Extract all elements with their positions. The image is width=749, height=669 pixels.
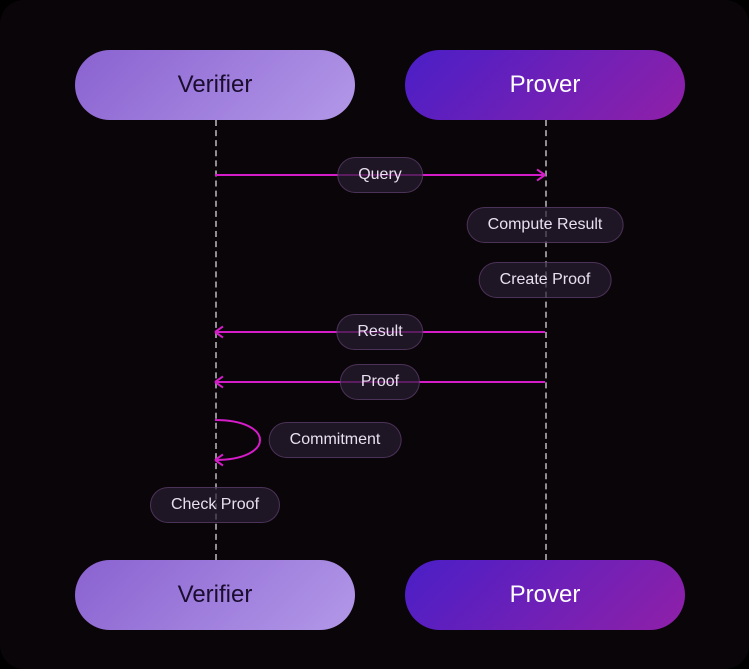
actor-prover-bottom: Prover	[405, 560, 685, 630]
actor-label: Verifier	[178, 71, 253, 99]
message-label: Result	[336, 314, 423, 350]
sequence-diagram: Verifier Prover Verifier Prover Query Com…	[0, 0, 749, 669]
actor-label: Verifier	[178, 581, 253, 609]
actor-verifier-top: Verifier	[75, 50, 355, 120]
actor-label: Prover	[510, 581, 581, 609]
actor-label: Prover	[510, 71, 581, 99]
note-label: Compute Result	[467, 207, 624, 243]
message-label: Commitment	[269, 422, 402, 458]
message-label: Proof	[340, 364, 420, 400]
actor-verifier-bottom: Verifier	[75, 560, 355, 630]
message-label: Query	[337, 157, 423, 193]
note-label: Create Proof	[479, 262, 612, 298]
lifeline-prover	[545, 120, 547, 560]
note-label: Check Proof	[150, 487, 280, 523]
actor-prover-top: Prover	[405, 50, 685, 120]
